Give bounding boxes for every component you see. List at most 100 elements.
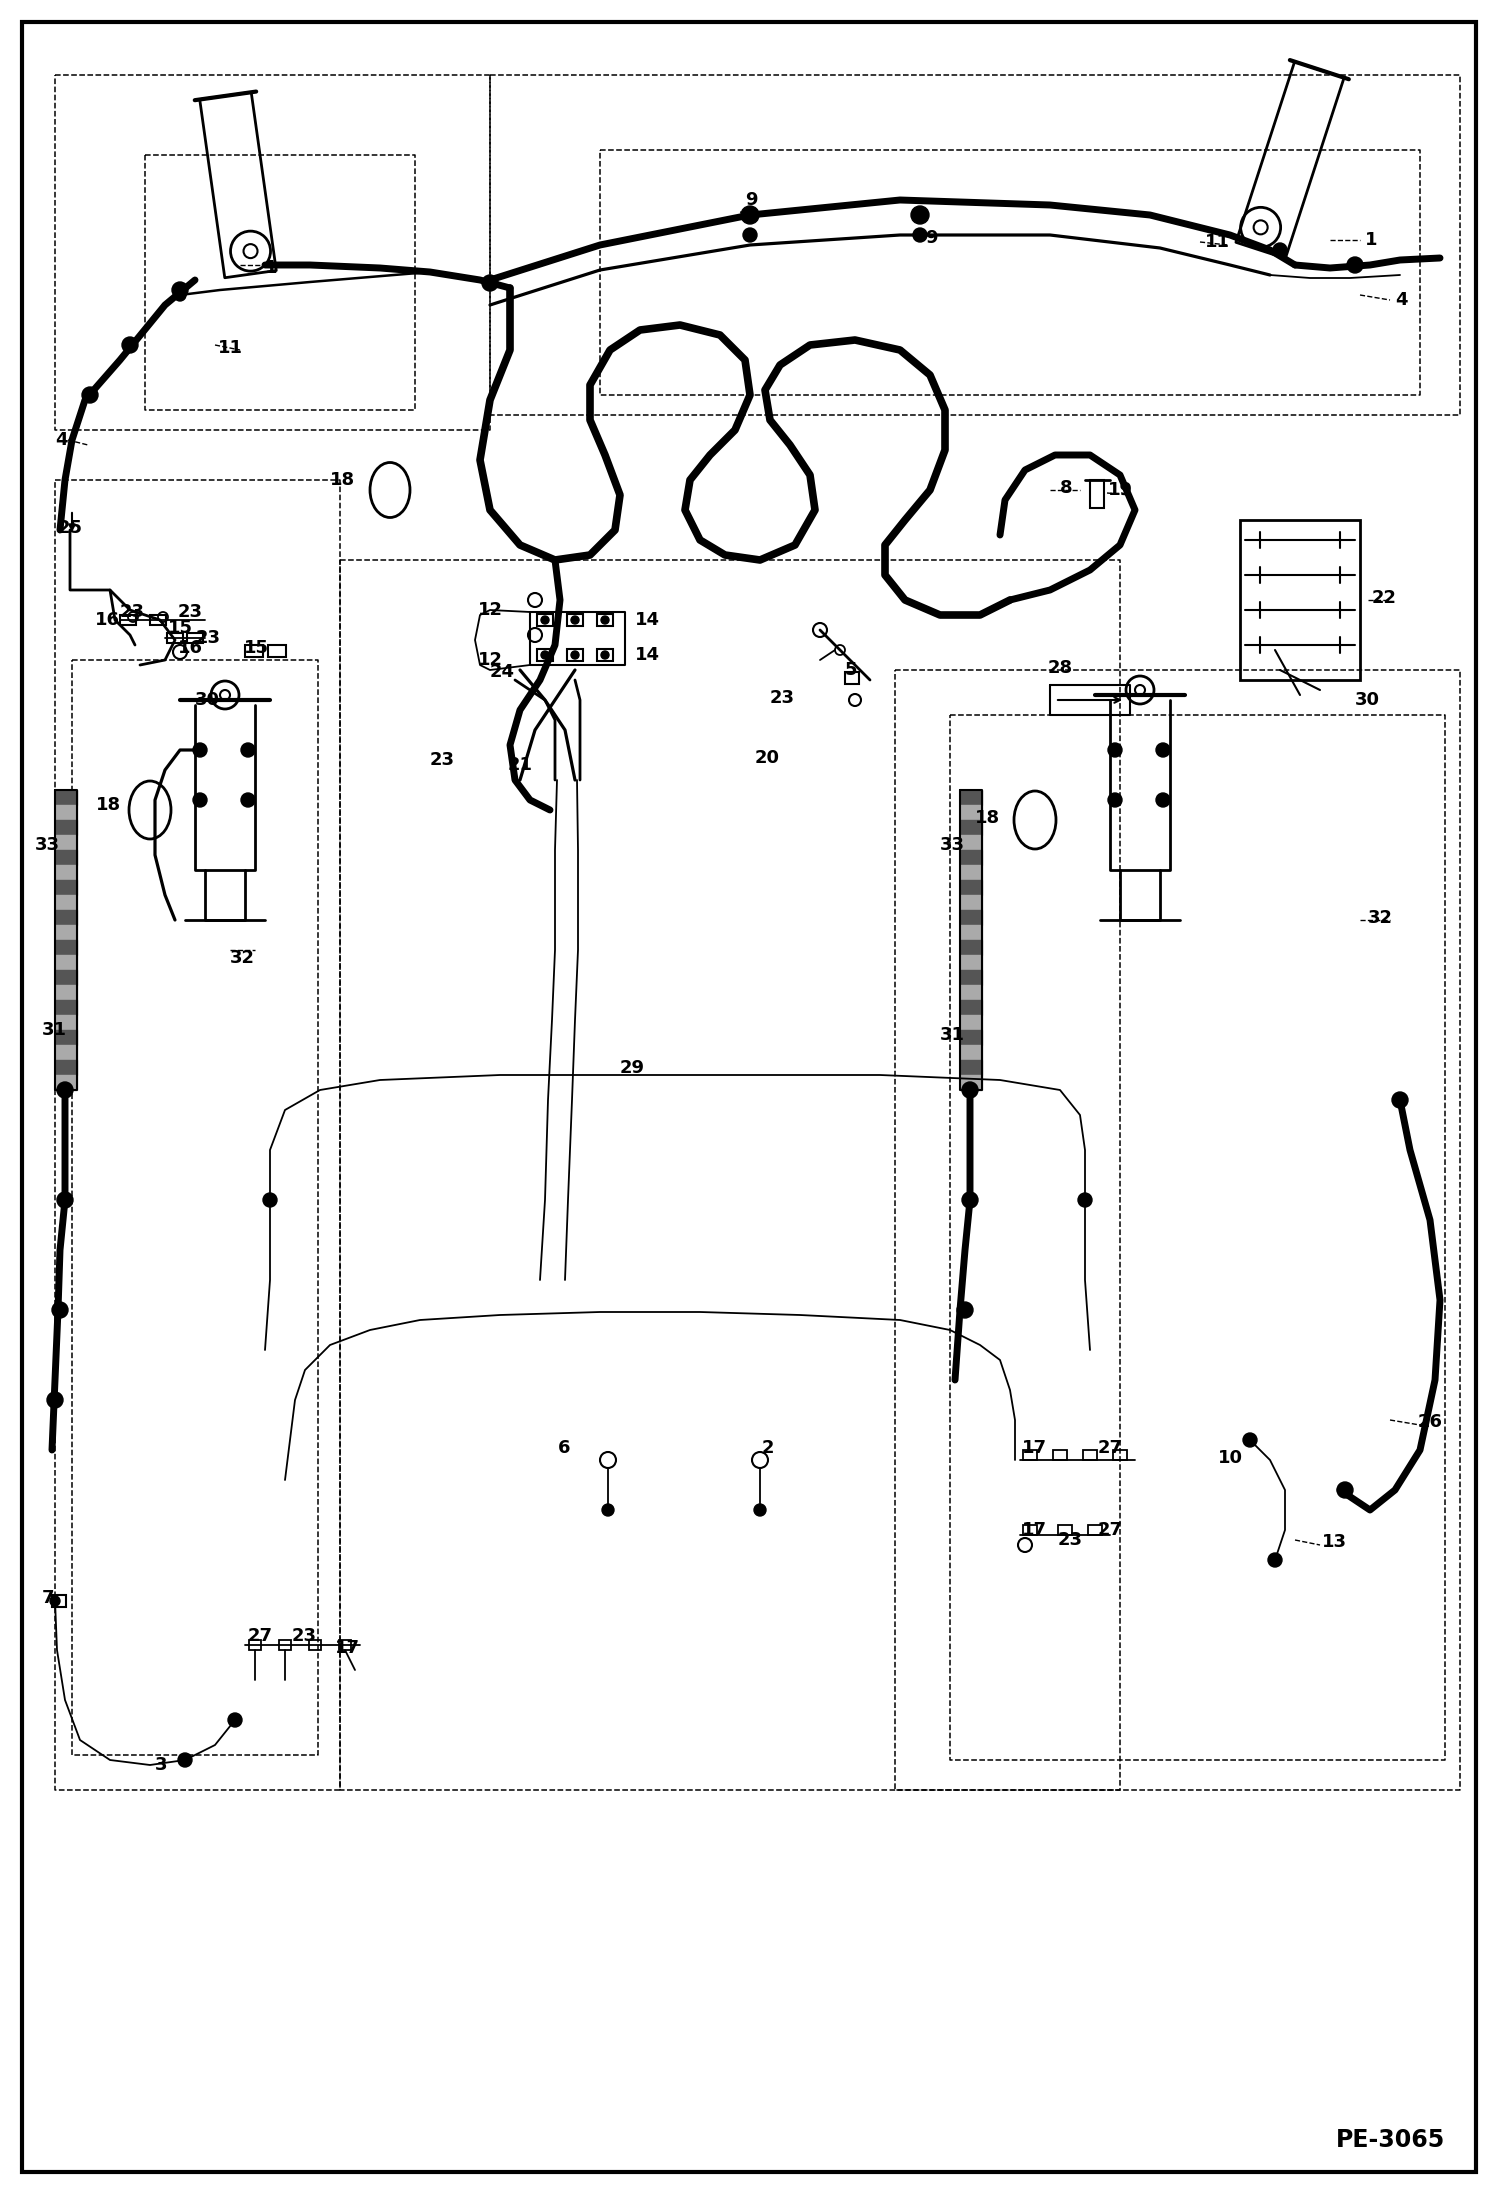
- Circle shape: [753, 1505, 765, 1516]
- Bar: [55, 926, 76, 939]
- Text: 28: 28: [1049, 658, 1073, 678]
- Circle shape: [541, 652, 548, 658]
- Circle shape: [1243, 1433, 1257, 1448]
- Text: 27: 27: [249, 1628, 273, 1646]
- Bar: [960, 985, 983, 1000]
- Circle shape: [601, 617, 610, 623]
- Circle shape: [601, 652, 610, 658]
- Circle shape: [52, 1301, 67, 1319]
- Circle shape: [1109, 792, 1122, 807]
- Bar: [55, 1016, 76, 1029]
- Bar: [1088, 1525, 1103, 1536]
- Text: 14: 14: [635, 610, 661, 630]
- Bar: [55, 1075, 76, 1090]
- Text: 7: 7: [42, 1588, 54, 1606]
- Circle shape: [57, 1191, 73, 1209]
- Bar: [55, 895, 76, 911]
- Circle shape: [602, 1505, 614, 1516]
- Text: 8: 8: [1061, 478, 1073, 498]
- Bar: [960, 895, 983, 911]
- Text: PE-3065: PE-3065: [1335, 2128, 1444, 2152]
- Circle shape: [241, 744, 255, 757]
- Bar: [536, 649, 553, 660]
- Text: 30: 30: [1356, 691, 1380, 709]
- Circle shape: [957, 1301, 974, 1319]
- Text: 25: 25: [58, 520, 82, 538]
- Bar: [960, 1060, 983, 1075]
- Bar: [150, 614, 166, 625]
- Text: 24: 24: [490, 663, 515, 680]
- Circle shape: [571, 617, 580, 623]
- Bar: [1083, 1450, 1097, 1459]
- Bar: [960, 790, 983, 805]
- Bar: [960, 1000, 983, 1016]
- Circle shape: [174, 290, 186, 301]
- Circle shape: [1392, 1093, 1408, 1108]
- Bar: [268, 645, 286, 656]
- Bar: [1023, 1450, 1037, 1459]
- Bar: [960, 821, 983, 836]
- Text: 5: 5: [845, 660, 857, 678]
- Bar: [246, 645, 264, 656]
- Circle shape: [172, 283, 189, 298]
- Circle shape: [1338, 1481, 1353, 1499]
- Text: 4: 4: [55, 430, 67, 450]
- Text: 14: 14: [635, 645, 661, 665]
- Text: 29: 29: [620, 1060, 646, 1077]
- Text: 15: 15: [244, 638, 270, 656]
- Circle shape: [241, 792, 255, 807]
- Bar: [960, 954, 983, 970]
- Text: 33: 33: [941, 836, 965, 853]
- Circle shape: [912, 228, 927, 241]
- Text: 16: 16: [178, 638, 204, 656]
- Circle shape: [228, 1714, 243, 1727]
- Text: 23: 23: [292, 1628, 318, 1646]
- Bar: [249, 1639, 261, 1650]
- Circle shape: [962, 1191, 978, 1209]
- Text: 27: 27: [1098, 1439, 1124, 1457]
- Bar: [55, 1000, 76, 1016]
- Circle shape: [82, 386, 97, 404]
- Text: 27: 27: [1098, 1520, 1124, 1538]
- Text: 18: 18: [96, 796, 121, 814]
- Text: 17: 17: [1022, 1439, 1047, 1457]
- Circle shape: [962, 1082, 978, 1097]
- Bar: [960, 805, 983, 821]
- Text: 21: 21: [508, 757, 533, 774]
- Text: 17: 17: [1022, 1520, 1047, 1538]
- Circle shape: [1347, 257, 1363, 272]
- Bar: [1113, 1450, 1126, 1459]
- Circle shape: [482, 274, 497, 292]
- Text: 12: 12: [478, 601, 503, 619]
- Text: 20: 20: [755, 748, 780, 768]
- Text: 11: 11: [1204, 233, 1230, 250]
- Bar: [568, 614, 583, 625]
- Text: 30: 30: [195, 691, 220, 709]
- Bar: [960, 1044, 983, 1060]
- Circle shape: [178, 1753, 192, 1766]
- Circle shape: [121, 338, 138, 353]
- Text: 6: 6: [557, 1439, 571, 1457]
- Bar: [55, 911, 76, 926]
- Text: 17: 17: [336, 1639, 360, 1656]
- Text: 33: 33: [34, 836, 60, 853]
- Bar: [960, 1029, 983, 1044]
- Bar: [120, 614, 136, 625]
- Bar: [960, 1075, 983, 1090]
- Circle shape: [49, 1595, 60, 1606]
- Text: 9: 9: [745, 191, 758, 208]
- Text: 13: 13: [1323, 1534, 1347, 1551]
- Circle shape: [742, 206, 759, 224]
- Bar: [960, 864, 983, 880]
- Bar: [339, 1639, 351, 1650]
- Text: 15: 15: [168, 619, 193, 636]
- Text: 23: 23: [196, 630, 222, 647]
- Text: 23: 23: [178, 603, 204, 621]
- Bar: [960, 849, 983, 864]
- Bar: [598, 649, 613, 660]
- Bar: [309, 1639, 321, 1650]
- Circle shape: [46, 1391, 63, 1409]
- Bar: [960, 939, 983, 954]
- Text: 10: 10: [1218, 1448, 1243, 1468]
- Bar: [960, 926, 983, 939]
